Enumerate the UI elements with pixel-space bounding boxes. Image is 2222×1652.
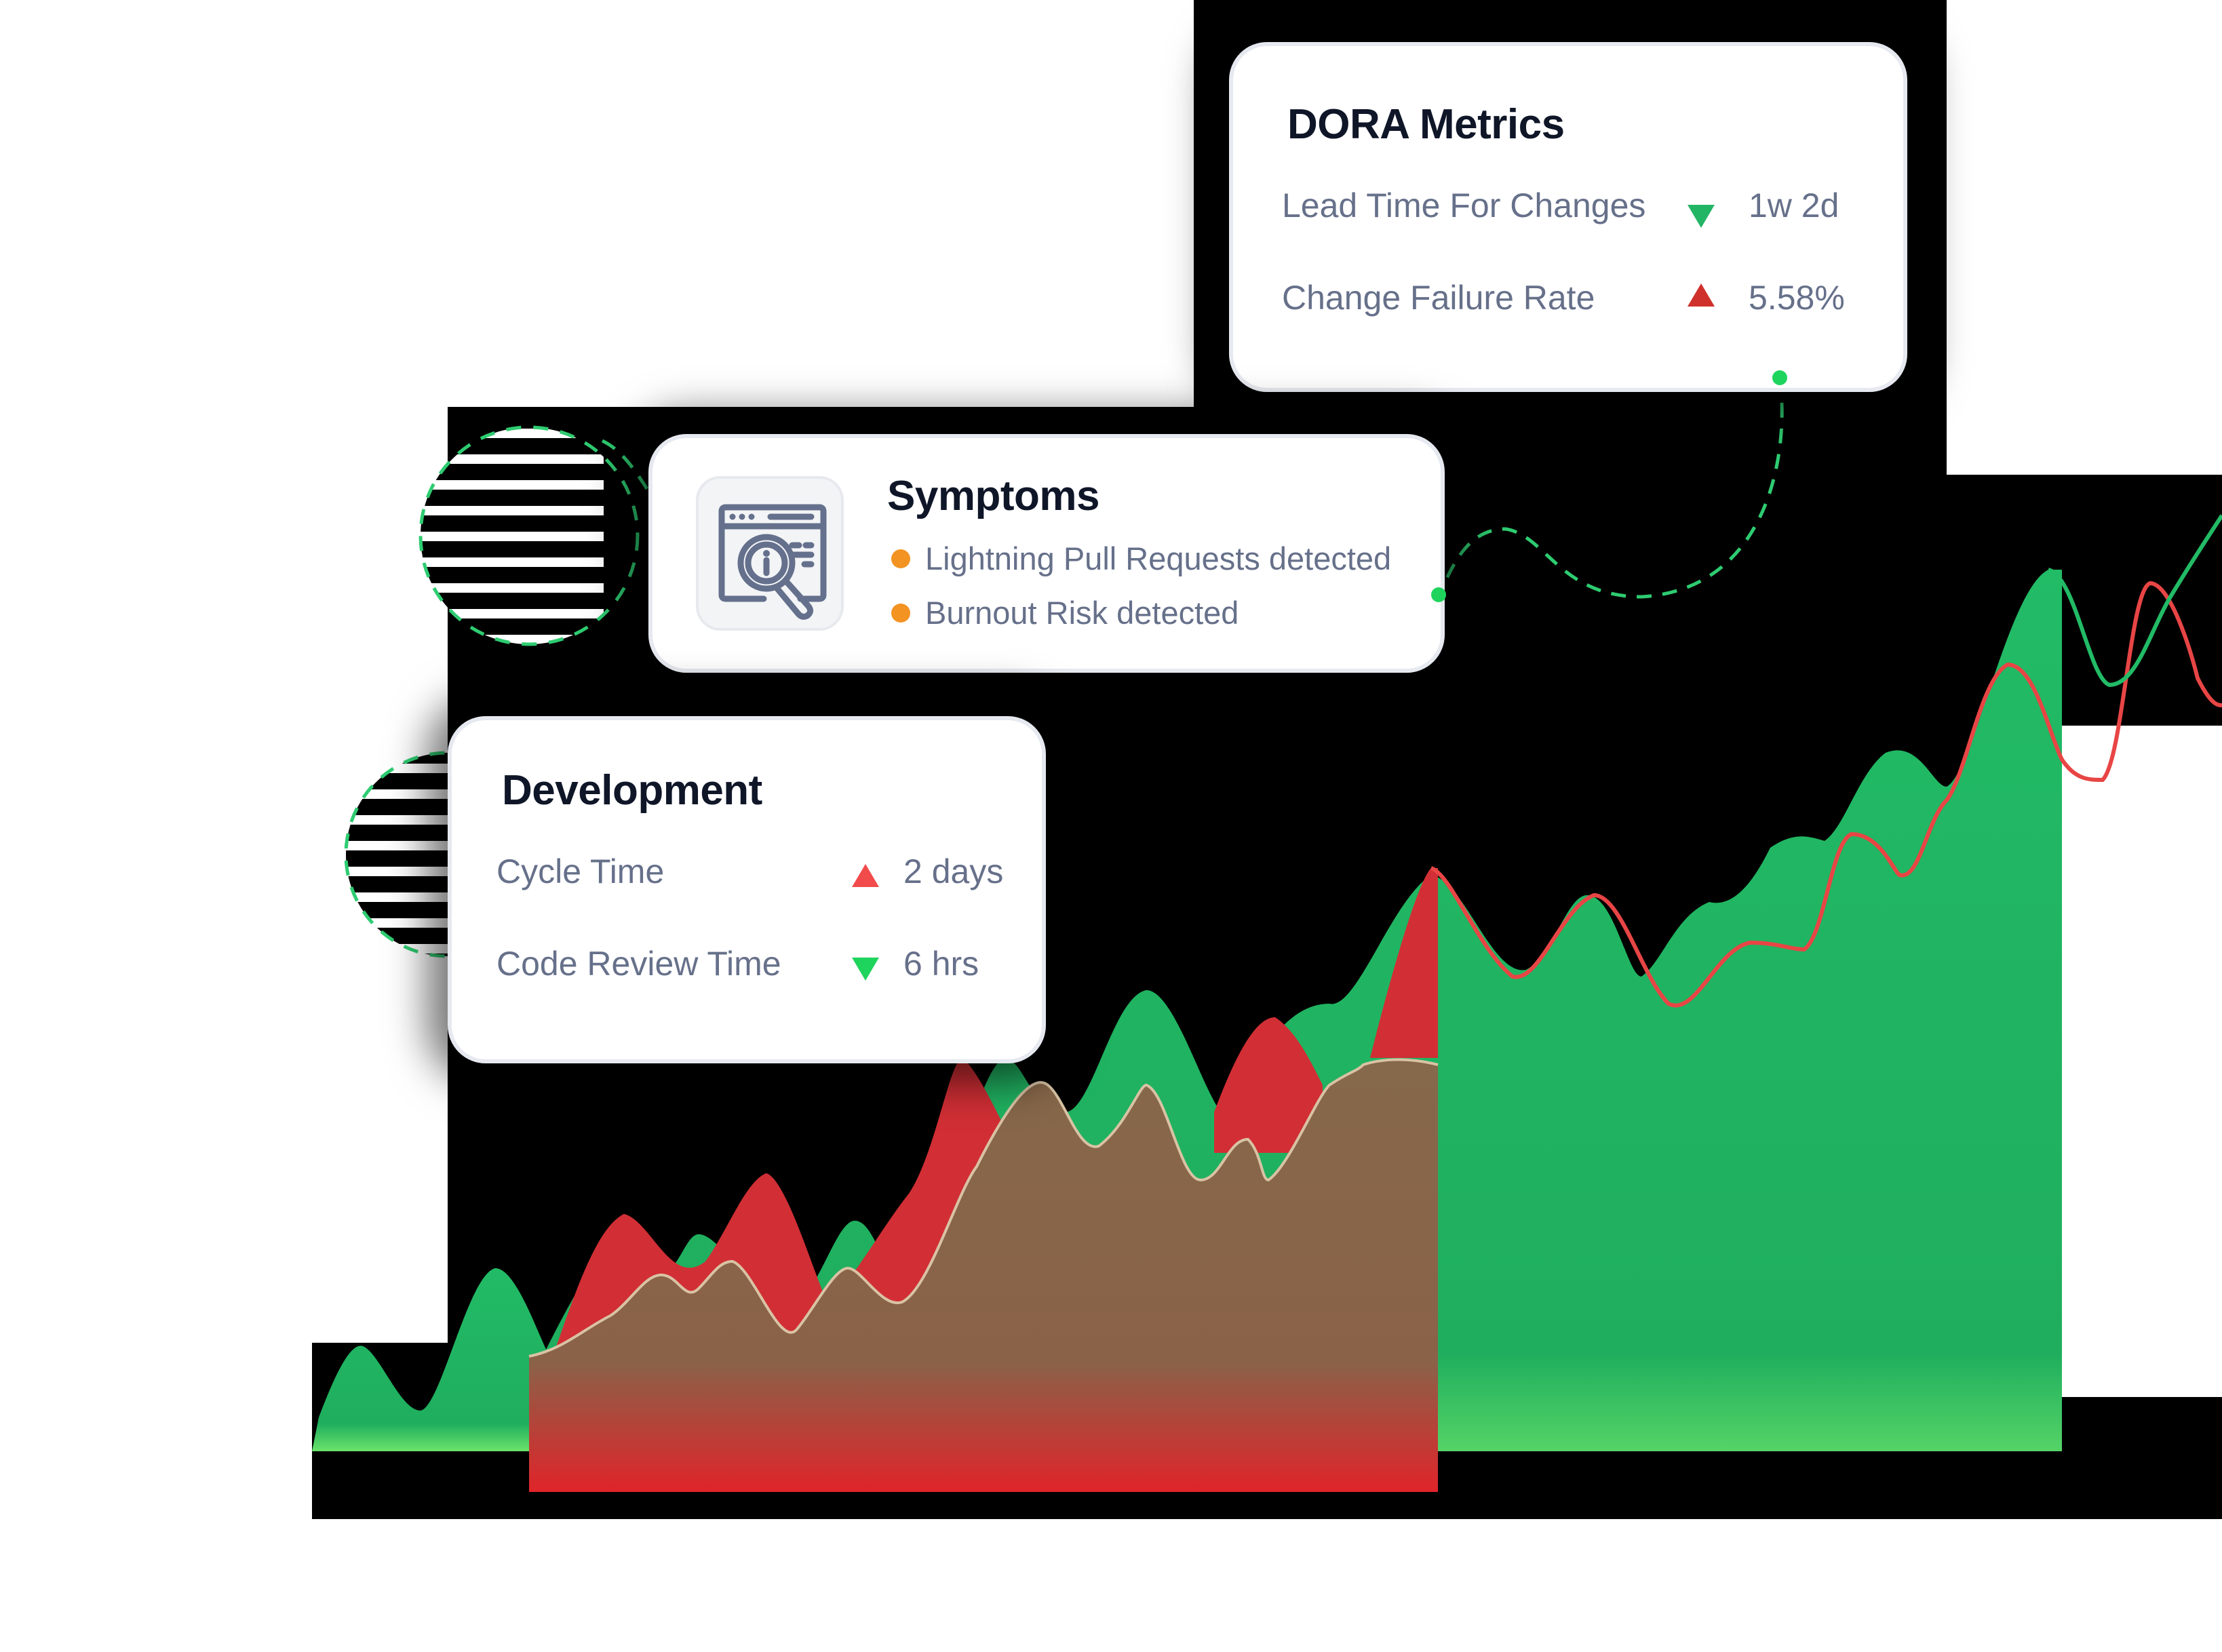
green-line <box>2047 514 2222 688</box>
connector-symptoms-circle <box>601 439 653 496</box>
trend-down-icon <box>1688 205 1715 228</box>
orange-bullet-icon <box>891 549 910 568</box>
symptoms-card-title: Symptoms <box>887 473 1099 519</box>
browser-magnifier-info-icon <box>718 504 827 620</box>
green-area <box>529 570 2062 1492</box>
symptom-label: Burnout Risk detected <box>925 595 1239 631</box>
connector-dora-symptoms <box>1436 376 1784 599</box>
metric-label-code-review-time: Code Review Time <box>496 945 781 983</box>
symptoms-icon-tile <box>696 476 844 631</box>
trend-down-icon <box>852 958 879 981</box>
metric-label-change-failure-rate: Change Failure Rate <box>1282 279 1595 317</box>
bg-white-bottom-left <box>0 1343 312 1519</box>
overlap-outline <box>528 1058 1439 1358</box>
connector-dot-symptoms <box>1431 587 1446 602</box>
development-card-title: Development <box>502 767 762 814</box>
symptom-item: Lightning Pull Requests detected <box>891 540 1391 577</box>
dora-metrics-card[interactable]: DORA Metrics Lead Time For Changes 1w 2d… <box>1229 42 1907 392</box>
metric-label-cycle-time: Cycle Time <box>496 852 665 890</box>
metric-value-lead-time: 1w 2d <box>1749 186 1839 224</box>
red-area-mid <box>1214 1017 1323 1153</box>
bg-white-top-left <box>0 0 1194 407</box>
symptom-label: Lightning Pull Requests detected <box>925 540 1392 576</box>
trend-up-icon <box>1688 283 1715 307</box>
bg-white-right-strip <box>2062 726 2222 1397</box>
striped-circle-top <box>418 425 640 646</box>
metric-value-change-failure-rate: 5.58% <box>1749 279 1845 317</box>
trend-up-icon <box>852 864 879 887</box>
connector-dot-dora <box>1772 370 1787 385</box>
red-line <box>1430 581 2222 1008</box>
bg-white-top-right <box>1947 0 2222 475</box>
orange-bullet-icon <box>891 603 910 623</box>
metric-label-lead-time: Lead Time For Changes <box>1282 186 1646 224</box>
green-area-left <box>312 1268 549 1451</box>
metric-value-code-review-time: 6 hrs <box>903 945 979 983</box>
symptom-item: Burnout Risk detected <box>891 594 1239 631</box>
metric-value-cycle-time: 2 days <box>903 852 1004 890</box>
development-card[interactable]: Development Cycle Time 2 days Code Revie… <box>448 716 1046 1063</box>
bg-white-bottom <box>0 1519 2222 1652</box>
dora-card-title: DORA Metrics <box>1287 101 1565 148</box>
red-area-peak <box>1370 868 1438 1058</box>
symptoms-card[interactable]: Symptoms Lightning Pull Requests detecte… <box>648 434 1445 673</box>
overlap-area <box>529 1059 1438 1492</box>
